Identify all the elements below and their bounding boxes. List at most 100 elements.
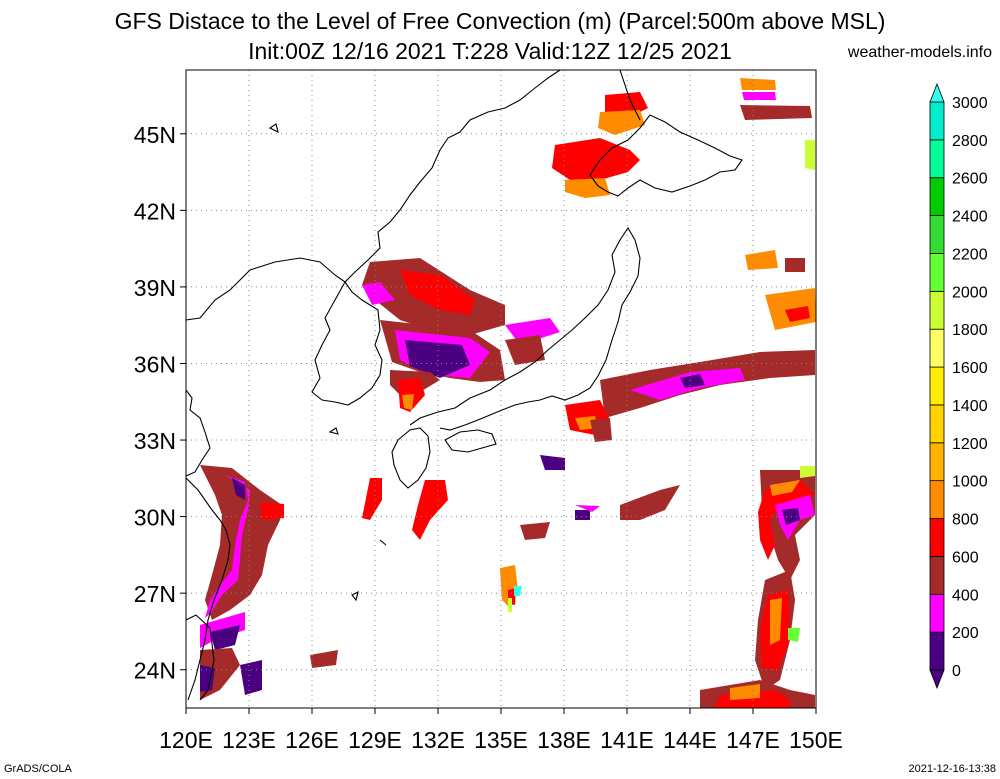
shaded-region [805,140,815,170]
shaded-region [405,340,470,378]
shaded-region [565,178,610,198]
shaded-region [260,502,284,520]
legend-swatch [929,480,945,519]
shaded-region [508,598,512,612]
legend-swatch [929,556,945,595]
legend-label: 1000 [952,474,988,491]
legend-label: 0 [952,663,961,680]
shaded-region [740,105,812,120]
shaded-region [590,418,612,442]
coastlines [185,69,743,701]
legend-label: 600 [952,549,979,566]
legend-label: 2000 [952,284,988,301]
legend-label: 400 [952,587,979,604]
shaded-region [745,250,778,270]
lat-tick-label: 36N [134,351,176,377]
lat-tick-label: 45N [134,122,176,148]
lat-tick-label: 39N [134,275,176,301]
legend-swatch [929,442,945,482]
legend-label: 1800 [952,322,988,339]
footer-credit: GrADS/COLA [4,763,72,775]
shaded-region [402,394,414,410]
shaded-region [785,306,810,322]
lon-tick-label: 150E [789,727,843,753]
shaded-region [232,478,245,500]
shaded-region [770,598,782,645]
shaded-region [770,480,800,496]
shaded-region [785,258,805,272]
shaded-region [400,270,475,315]
shaded-region [552,138,640,180]
lon-tick-label: 132E [411,727,465,753]
shaded-region [520,522,550,540]
legend-swatch [929,101,945,141]
shaded-region [742,92,776,100]
lon-tick-label: 120E [159,727,213,753]
lat-tick-label: 24N [134,658,176,684]
legend-swatch [929,253,945,292]
shaded-region [505,335,545,365]
legend-arrow-max [929,82,945,103]
shaded-region [540,455,565,470]
shaded-region [598,110,645,135]
legend-label: 2800 [952,133,988,150]
chart-subtitle: Init:00Z 12/16 2021 T:228 Valid:12Z 12/2… [248,38,732,64]
legend-arrow-min [929,669,945,690]
website-label: weather-models.info [847,44,992,61]
shaded-region [740,78,776,90]
legend-swatch [929,518,945,557]
legend-swatch [929,593,945,633]
shaded-region [575,510,590,520]
legend-swatch [929,366,945,406]
legend-label: 800 [952,512,979,529]
legend-label: 3000 [952,95,988,112]
footer-timestamp: 2021-12-16-13:38 [908,763,996,775]
shaded-region [240,660,262,695]
legend-swatch [929,139,945,179]
lon-tick-label: 141E [600,727,654,753]
shaded-region [514,586,522,596]
lat-tick-label: 33N [134,428,176,454]
lon-tick-label: 147E [726,727,780,753]
lat-lon-grid [186,70,816,708]
lon-tick-label: 138E [537,727,591,753]
legend-label: 2200 [952,246,988,263]
lat-tick-label: 27N [134,581,176,607]
legend-label: 2600 [952,171,988,188]
axis-labels: 120E 123E 126E 129E 132E 135E 138E 141E 144E 147E… [134,122,843,753]
shaded-region [765,288,816,330]
legend-swatch [929,290,945,330]
legend-label: 1200 [952,436,988,453]
lon-tick-label: 123E [222,727,276,753]
lon-tick-label: 129E [348,727,402,753]
shaded-region [205,475,250,618]
legend-swatch [929,404,945,444]
legend-swatch [929,328,945,368]
shaded-region [210,625,240,650]
chart-title: GFS Distace to the Level of Free Convect… [114,8,886,34]
shaded-region [362,478,382,520]
shaded-region [680,374,705,388]
color-legend: 0 200 400 600 800 1000 1200 1400 1600 1800 2000 220… [929,82,988,690]
shaded-region [575,505,600,512]
lon-tick-label: 144E [663,727,717,753]
legend-label: 200 [952,625,979,642]
field-shading [200,78,816,708]
shaded-region [310,650,338,668]
legend-label: 2400 [952,209,988,226]
lat-tick-label: 42N [134,198,176,224]
legend-swatch [929,215,945,254]
legend-label: 1400 [952,398,988,415]
shaded-region [362,282,395,305]
shaded-region [620,485,680,520]
lat-tick-label: 30N [134,505,176,531]
shaded-region [800,466,815,478]
legend-swatch [929,177,945,217]
legend-swatch [929,631,945,671]
lon-tick-label: 135E [474,727,528,753]
lon-tick-label: 126E [285,727,339,753]
shaded-region [412,480,448,540]
shaded-region [758,480,815,560]
legend-label: 1600 [952,360,988,377]
